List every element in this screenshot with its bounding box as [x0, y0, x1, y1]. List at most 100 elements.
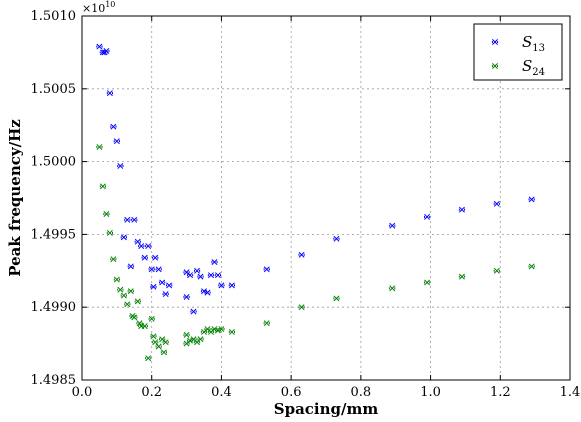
data-point-s24: [458, 273, 466, 280]
data-point-s13: [103, 47, 110, 54]
data-point-s13: [124, 216, 131, 223]
data-point-s24: [136, 320, 143, 327]
data-point-s24: [155, 343, 162, 350]
y-tick-label: 1.5010: [31, 9, 77, 24]
data-point-s24: [150, 333, 157, 340]
data-point-s24: [298, 304, 305, 311]
data-point-s13: [207, 272, 215, 279]
data-point-s24: [160, 349, 168, 356]
y-tick-label: 1.5000: [31, 155, 77, 170]
x-tick-label: 1.4: [560, 385, 581, 400]
data-point-s13: [263, 266, 270, 273]
data-point-s24: [103, 211, 110, 217]
y-tick-label: 1.4990: [31, 300, 77, 315]
data-point-s13: [120, 234, 127, 241]
tick-labels: 0.0 0.2 0.4 0.6 0.8 1.0 1.2 1.4 1.4985 1.4990 1.49…: [31, 9, 581, 400]
x-axis-label: Spacing/mm: [274, 400, 379, 418]
data-point-s24: [197, 336, 204, 343]
data-point-s24: [106, 229, 113, 236]
x-tick-label: 1.2: [490, 385, 511, 400]
legend-box: [473, 23, 563, 81]
legend-marker-s24: [491, 63, 499, 69]
y-offset-label: ×1010: [82, 0, 115, 15]
data-point-s13: [145, 243, 152, 250]
y-axis-label: Peak frequency/Hz: [6, 119, 24, 277]
data-point-s13: [166, 282, 173, 289]
x-tick-label: 0.6: [281, 385, 302, 400]
data-point-s13: [193, 267, 201, 274]
y-tick-label: 1.5005: [31, 82, 77, 97]
data-point-s24: [183, 331, 190, 338]
data-point-s13: [211, 259, 218, 266]
data-point-s13: [298, 251, 305, 258]
data-point-s24: [333, 295, 340, 302]
y-tick-label: 1.4995: [31, 227, 77, 242]
data-point-s13: [152, 254, 159, 261]
data-point-s13: [110, 123, 117, 130]
data-point-s24: [263, 320, 270, 327]
data-point-s13: [493, 200, 500, 207]
data-point-s24: [113, 276, 120, 283]
data-point-s24: [228, 328, 235, 335]
data-point-s24: [389, 285, 396, 292]
data-point-s13: [113, 138, 120, 145]
x-tick-label: 0.0: [72, 385, 93, 400]
data-point-s24: [120, 292, 127, 299]
data-point-s13: [141, 254, 148, 261]
data-point-s13: [228, 282, 235, 289]
data-point-s24: [131, 314, 138, 321]
data-point-s13: [183, 294, 190, 300]
data-points: [96, 43, 535, 362]
data-point-s13: [389, 222, 396, 229]
x-tick-label: 1.0: [420, 385, 441, 400]
data-point-s13: [159, 279, 166, 286]
legend-marker-s13: [491, 39, 499, 45]
data-point-s13: [106, 90, 113, 97]
data-point-s13: [190, 308, 197, 315]
data-point-s24: [110, 256, 117, 263]
data-point-s24: [99, 183, 107, 190]
legend-label: S13: [522, 33, 545, 54]
x-tick-label: 0.2: [141, 385, 162, 400]
data-point-s13: [150, 283, 157, 290]
x-tick-label: 0.8: [351, 385, 372, 400]
data-point-s13: [131, 216, 138, 223]
data-point-s13: [458, 206, 466, 213]
data-point-s13: [218, 282, 225, 289]
data-point-s24: [96, 144, 103, 150]
data-point-s24: [148, 315, 155, 322]
data-point-s13: [162, 291, 169, 298]
data-point-s24: [152, 339, 159, 346]
data-point-s24: [127, 288, 134, 295]
data-point-s24: [141, 323, 148, 330]
y-tick-label: 1.4985: [31, 373, 77, 388]
data-point-s13: [148, 266, 155, 273]
data-point-s13: [96, 43, 103, 50]
data-point-s13: [528, 196, 535, 203]
data-point-s13: [138, 243, 145, 250]
data-point-s13: [186, 272, 194, 279]
data-point-s24: [528, 263, 535, 270]
legend-label: S24: [522, 57, 545, 78]
data-point-s13: [155, 266, 162, 273]
data-point-s13: [134, 238, 141, 245]
data-point-s13: [214, 272, 222, 279]
data-point-s24: [423, 279, 431, 286]
data-point-s24: [214, 327, 222, 334]
data-point-s13: [127, 263, 134, 270]
axis-ticks: [81, 15, 571, 381]
data-point-s24: [134, 298, 141, 305]
data-point-s24: [493, 267, 500, 274]
data-point-s24: [218, 326, 225, 332]
data-point-s13: [333, 235, 340, 242]
data-point-s24: [211, 326, 218, 332]
data-point-s24: [162, 339, 169, 346]
data-point-s13: [204, 289, 211, 296]
x-tick-label: 0.4: [211, 385, 232, 400]
data-point-s24: [117, 286, 124, 293]
data-point-s13: [197, 273, 204, 280]
data-point-s13: [423, 213, 431, 220]
data-point-s13: [117, 163, 124, 169]
